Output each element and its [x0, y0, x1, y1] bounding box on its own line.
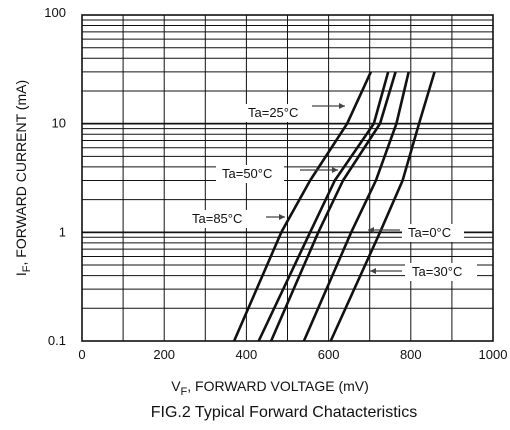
y-tick-label: 0.1 — [48, 333, 66, 348]
y-axis-label-sub: F — [21, 265, 33, 272]
annotation-background — [402, 224, 464, 242]
annotation-arrow-head — [339, 103, 345, 109]
x-tick-label: 200 — [153, 347, 175, 362]
grid — [82, 15, 493, 341]
series-curve — [329, 71, 436, 342]
annotation-arrow-head — [368, 227, 374, 233]
annotation-label: Ta=0°C — [408, 225, 451, 240]
y-axis-label-rest: , FORWARD CURRENT (mA) — [13, 80, 29, 266]
x-tick-label: 1000 — [479, 347, 508, 362]
annotation-label: Ta=50°C — [222, 166, 272, 181]
curves — [232, 71, 436, 342]
annotation-background — [216, 165, 284, 183]
series-curve — [232, 71, 373, 342]
x-tick-label: 400 — [236, 347, 258, 362]
y-axis-label-main: I — [13, 272, 29, 276]
annotation-arrow-head — [370, 268, 376, 274]
annotation-background — [242, 104, 310, 122]
x-axis-label-main: V — [171, 378, 181, 394]
x-tick-label: 0 — [78, 347, 85, 362]
series-curve — [302, 71, 410, 342]
annotations: Ta=25°C Ta=50°C Ta=85°C Ta=0°C Ta=30°C — [188, 103, 477, 281]
x-axis-label: VF, FORWARD VOLTAGE (mV) — [171, 378, 369, 398]
x-tick-label: 800 — [400, 347, 422, 362]
annotation-arrow-head — [332, 167, 338, 173]
y-tick-label: 10 — [52, 116, 66, 131]
annotation-background — [405, 263, 477, 281]
plot-frame — [81, 14, 494, 342]
annotation-label: Ta=85°C — [192, 211, 242, 226]
x-axis-label-rest: , FORWARD VOLTAGE (mV) — [187, 378, 369, 394]
series-curve — [257, 71, 390, 342]
x-tick-label: 600 — [318, 347, 340, 362]
series-curve — [269, 71, 397, 342]
x-tick-labels: 0 200 400 600 800 1000 — [78, 347, 507, 362]
x-axis-label-sub: F — [181, 386, 188, 398]
y-tick-label: 1 — [59, 224, 66, 239]
y-tick-label: 100 — [44, 5, 66, 20]
annotation-label: Ta=25°C — [248, 105, 298, 120]
y-tick-labels: 0.1 1 10 100 — [44, 5, 66, 348]
y-axis-label: IF, FORWARD CURRENT (mA) — [13, 80, 33, 276]
annotation-arrow-head — [279, 214, 285, 220]
figure-caption: FIG.2 Typical Forward Chatacteristics — [151, 404, 417, 421]
annotation-label: Ta=30°C — [412, 264, 462, 279]
annotation-background — [188, 210, 254, 228]
